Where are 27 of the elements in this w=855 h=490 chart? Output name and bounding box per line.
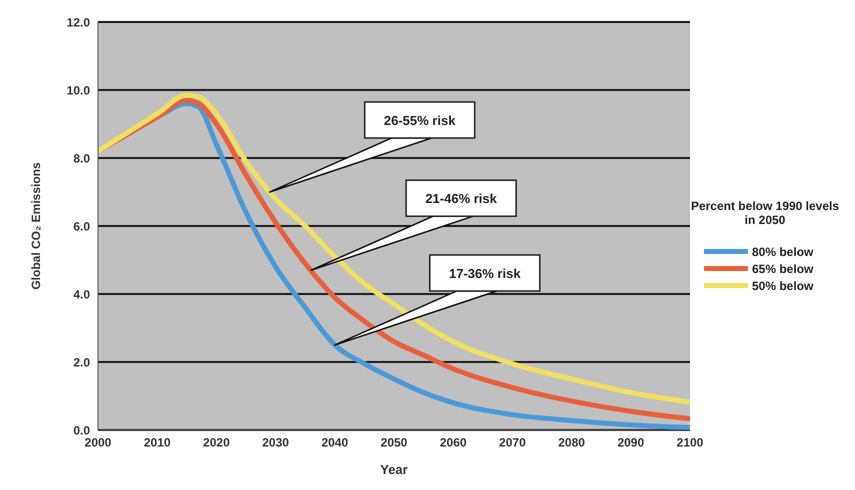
annotation: 17-36% risk bbox=[449, 266, 522, 281]
y-tick-label: 0.0 bbox=[73, 423, 90, 438]
y-tick-label: 12.0 bbox=[66, 15, 90, 30]
x-tick-label: 2090 bbox=[617, 436, 644, 450]
x-tick-label: 2070 bbox=[499, 436, 526, 450]
y-tick-label: 8.0 bbox=[73, 151, 90, 166]
x-tick-label: 2030 bbox=[262, 436, 290, 450]
x-tick-label: 2060 bbox=[440, 436, 467, 450]
legend-label: 65% below bbox=[752, 262, 814, 276]
y-tick-label: 2.0 bbox=[73, 355, 90, 370]
annotation: 21-46% risk bbox=[425, 191, 498, 206]
x-tick-label: 2040 bbox=[321, 436, 348, 450]
y-axis-title: Global CO₂ Emissions bbox=[29, 162, 43, 290]
x-tick-label: 2010 bbox=[144, 436, 171, 450]
legend-title: Percent below 1990 levels in 2050 bbox=[690, 198, 840, 226]
x-axis-title: Year bbox=[380, 462, 408, 477]
x-tick-label: 2050 bbox=[380, 436, 408, 450]
y-tick-label: 10.0 bbox=[66, 83, 90, 98]
legend-label: 80% below bbox=[752, 244, 814, 258]
y-tick-label: 4.0 bbox=[73, 287, 90, 302]
legend-label: 50% below bbox=[752, 278, 814, 292]
x-tick-label: 2100 bbox=[676, 436, 704, 450]
annotation: 26-55% risk bbox=[384, 113, 456, 128]
x-tick-label: 2080 bbox=[558, 436, 586, 450]
x-tick-label: 2000 bbox=[84, 436, 112, 450]
x-tick-label: 2020 bbox=[203, 436, 230, 450]
y-tick-label: 6.0 bbox=[73, 219, 90, 234]
